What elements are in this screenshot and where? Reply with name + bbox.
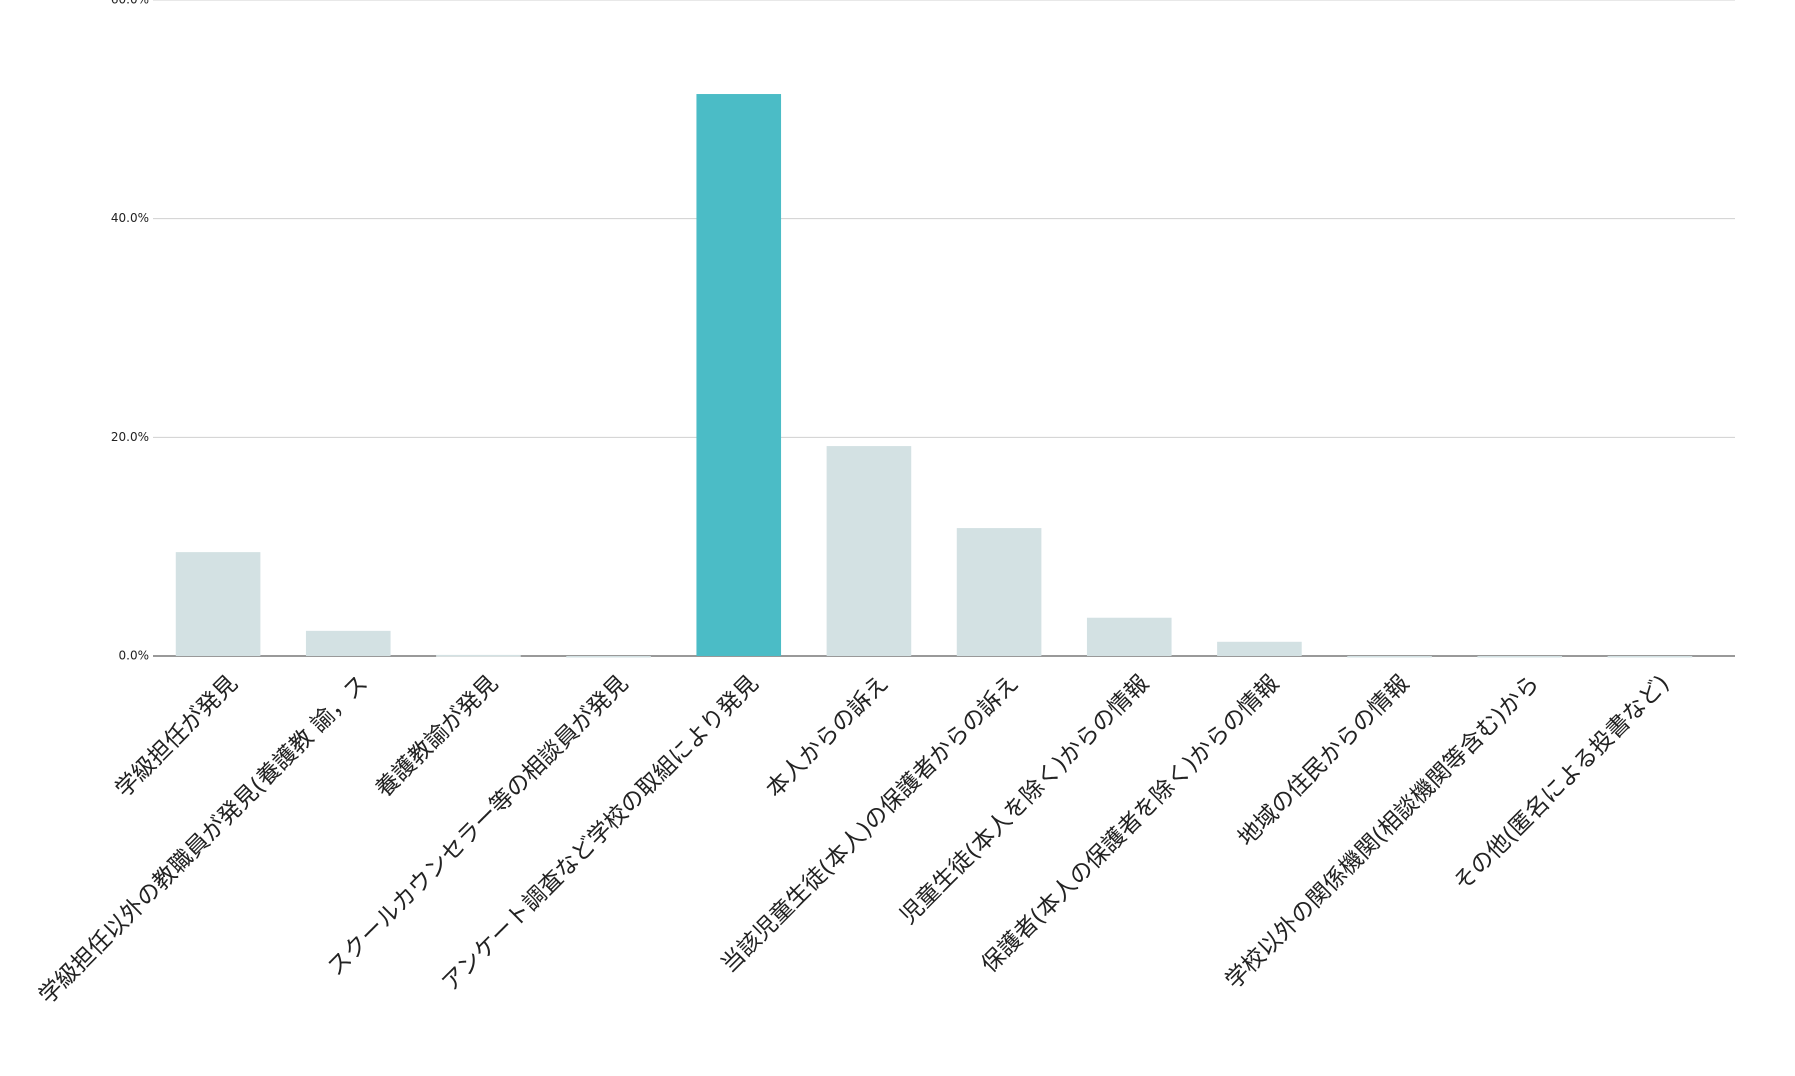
y-tick-label: 40.0% (111, 211, 149, 225)
x-tick-label: 学級担任が発見 (111, 670, 243, 802)
x-tick-label: 本人からの訴え (762, 670, 894, 802)
bar (1217, 641, 1302, 656)
bar (1086, 617, 1172, 656)
bar (175, 552, 261, 656)
bar (826, 446, 912, 656)
bar (696, 94, 782, 656)
x-tick-label: スクールカウンセラー等の相談員が発見 (323, 670, 634, 981)
x-tick-label: 当該児童生徒(本人)の保護者からの訴え (716, 670, 1024, 978)
x-tick-label: 児童生徒(本人を除く)からの情報 (895, 670, 1154, 929)
bar (305, 630, 391, 656)
x-tick-label: その他(匿名による投書など) (1449, 670, 1675, 896)
y-tick-label: 20.0% (111, 430, 149, 444)
y-tick-label: 0.0% (119, 649, 150, 663)
bar (566, 656, 651, 658)
bar (1477, 656, 1563, 658)
bar (956, 528, 1042, 656)
bar (1347, 656, 1432, 658)
x-tick-label: 保護者(本人の保護者を除く)からの情報 (977, 670, 1285, 978)
y-tick-label: 60.0% (111, 0, 149, 7)
bar (436, 654, 521, 657)
bar (1607, 656, 1693, 658)
x-tick-label: 養護教諭が発見 (371, 670, 503, 802)
